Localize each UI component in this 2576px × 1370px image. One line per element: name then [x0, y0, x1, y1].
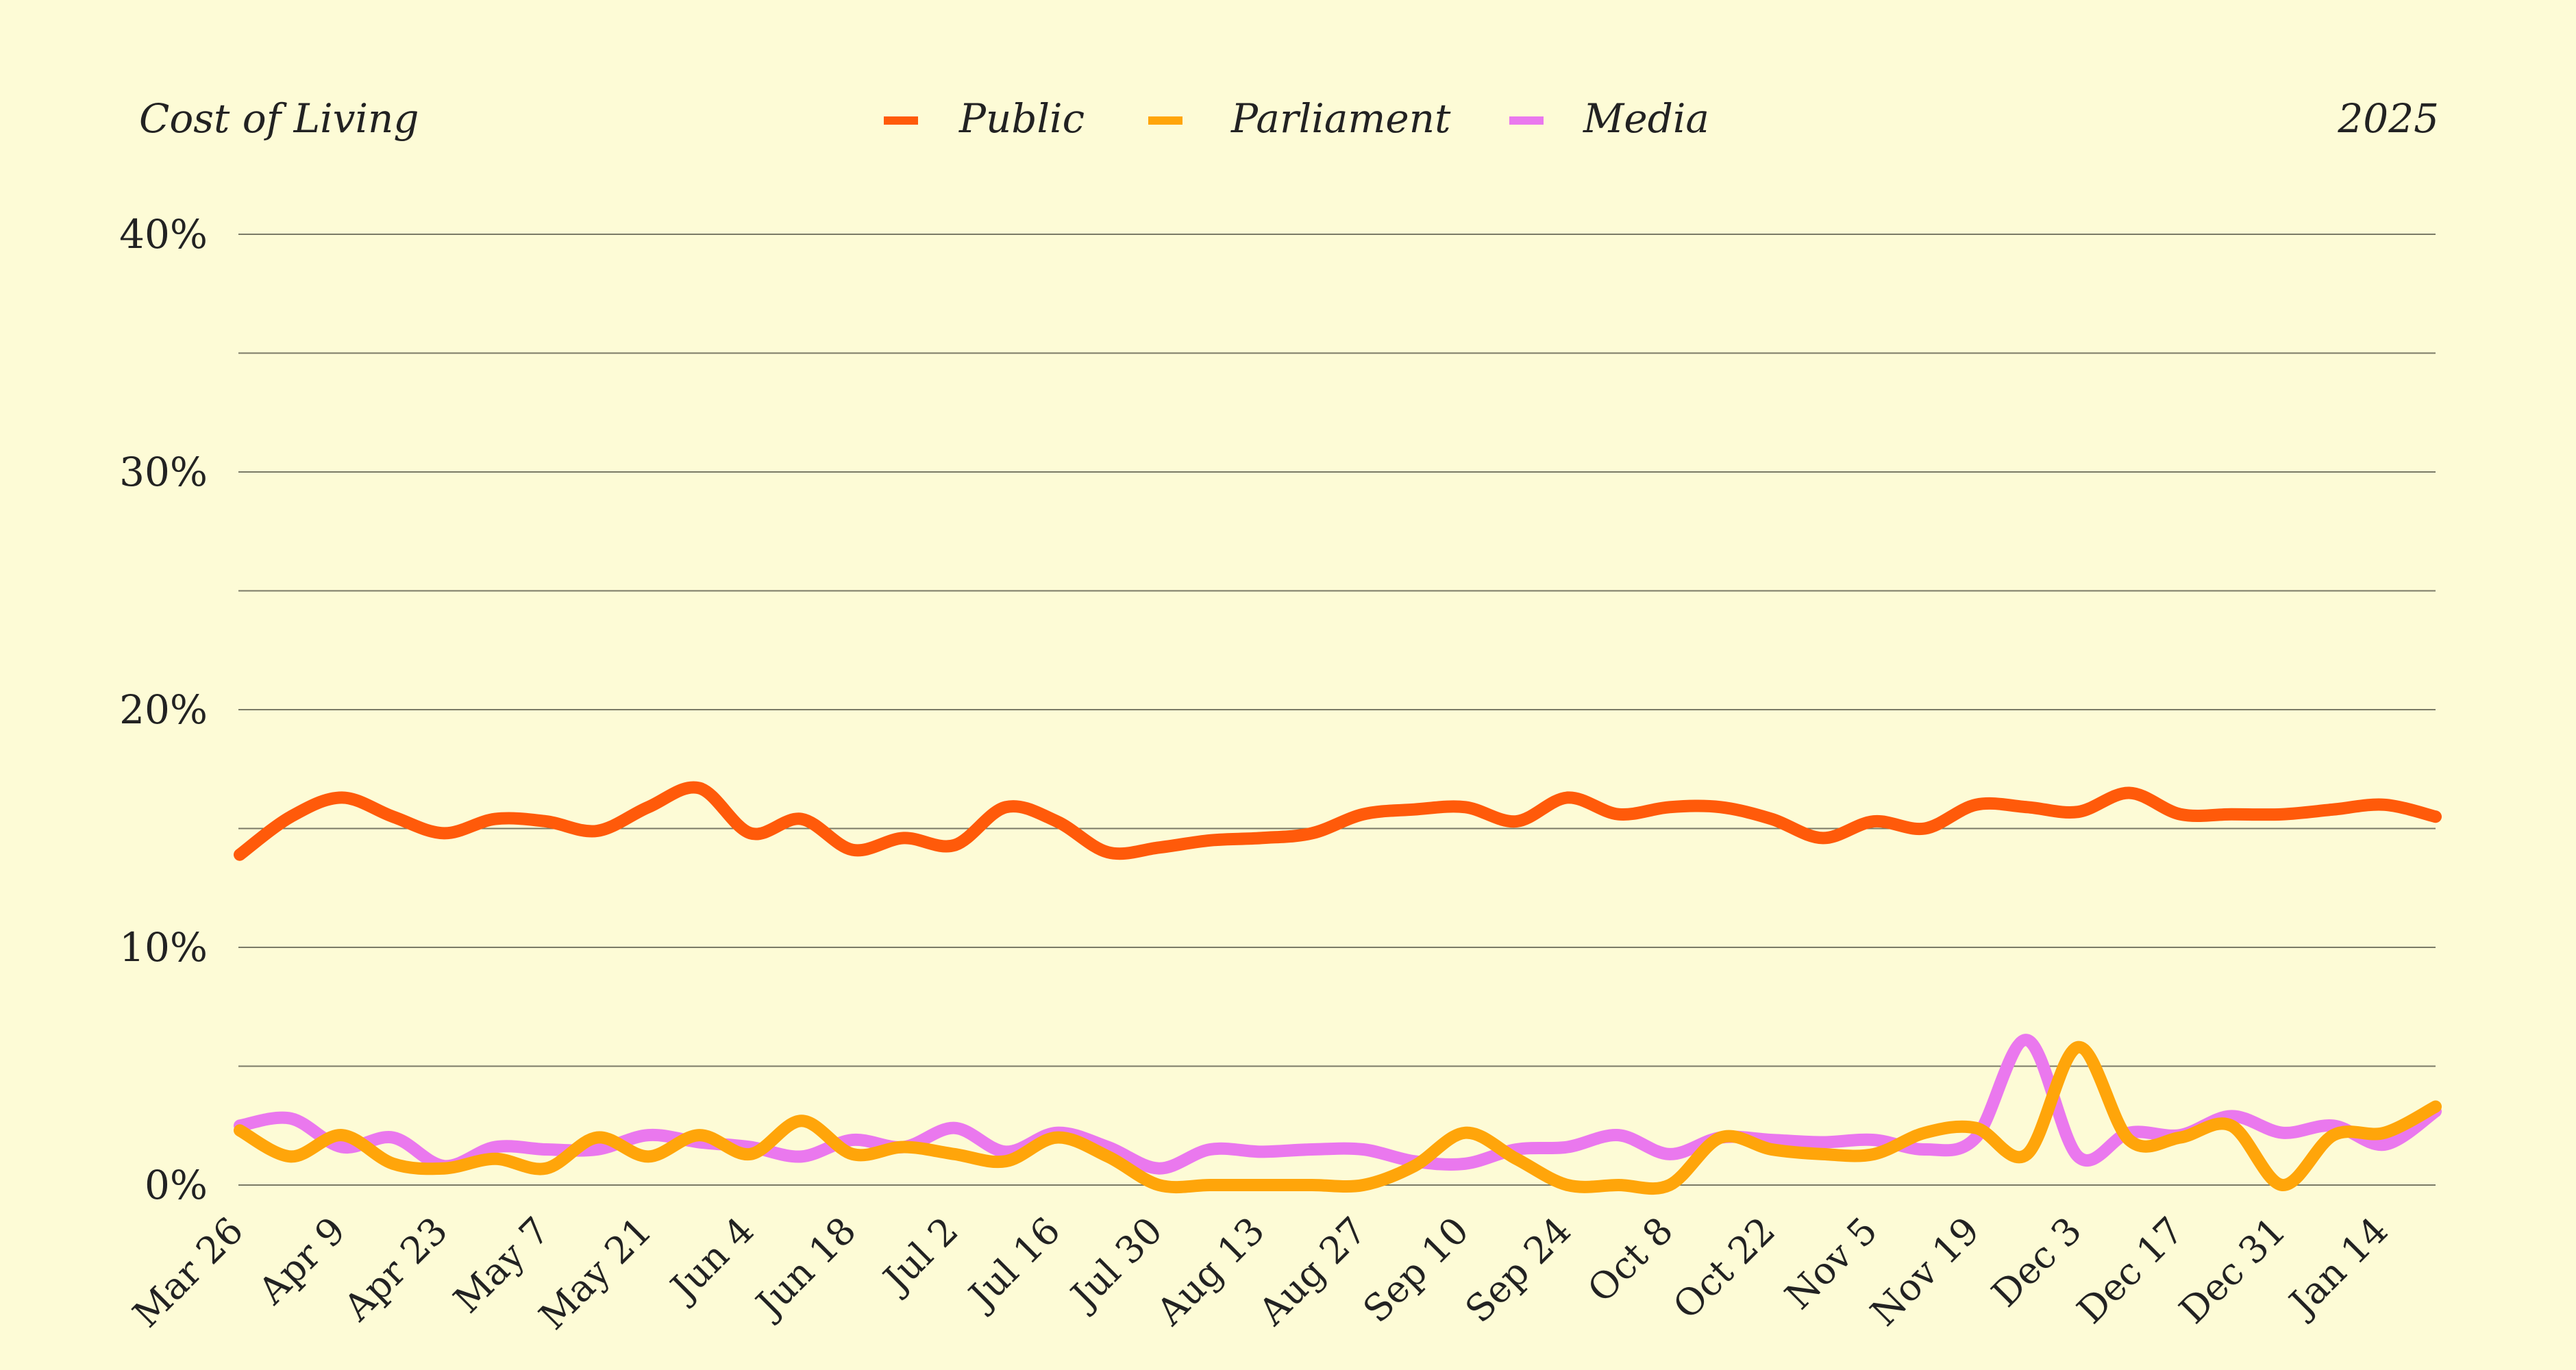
- x-tick-label: Sep 10: [1355, 1209, 1477, 1331]
- series-lines: [234, 781, 2442, 1195]
- legend-label-public: Public: [958, 95, 1085, 142]
- x-tick-label: Jun 4: [660, 1209, 763, 1311]
- y-tick-label: 20%: [119, 686, 208, 733]
- x-tick-label: Jan 14: [2279, 1209, 2396, 1326]
- x-tick-label: Mar 26: [125, 1209, 251, 1336]
- legend-label-media: Media: [1583, 95, 1709, 142]
- x-tick-label: Sep 24: [1457, 1209, 1579, 1331]
- x-tick-label: Jul 16: [958, 1209, 1069, 1319]
- year-label: 2025: [2337, 95, 2439, 142]
- x-tick-label: Jul 2: [873, 1209, 967, 1303]
- x-tick-label: Nov 19: [1862, 1209, 1987, 1334]
- x-tick-label: Dec 17: [2069, 1209, 2192, 1332]
- y-tick-label: 10%: [119, 924, 208, 971]
- x-tick-label: Oct 22: [1665, 1209, 1783, 1328]
- chart-title: Cost of Living: [139, 95, 419, 142]
- y-tick-label: 0%: [145, 1162, 208, 1208]
- y-tick-label: 40%: [119, 211, 208, 258]
- x-tick-label: Aug 13: [1148, 1209, 1273, 1334]
- y-tick-label: 30%: [119, 449, 208, 495]
- series-line-media: [234, 1034, 2442, 1175]
- x-tick-label: Dec 31: [2171, 1209, 2294, 1332]
- y-gridlines: [238, 234, 2436, 1186]
- legend: Public Parliament Media: [884, 95, 1709, 142]
- x-tick-label: Apr 23: [335, 1209, 456, 1330]
- x-tick-label: May 21: [531, 1209, 660, 1338]
- legend-label-parliament: Parliament: [1230, 95, 1451, 142]
- series-line-public: [234, 781, 2442, 861]
- x-tick-label: Jun 18: [745, 1209, 864, 1328]
- y-axis-ticks: 0% 10% 20% 30% 40%: [119, 211, 208, 1208]
- series-line-parliament: [234, 1041, 2442, 1195]
- x-tick-label: Aug 27: [1250, 1209, 1375, 1334]
